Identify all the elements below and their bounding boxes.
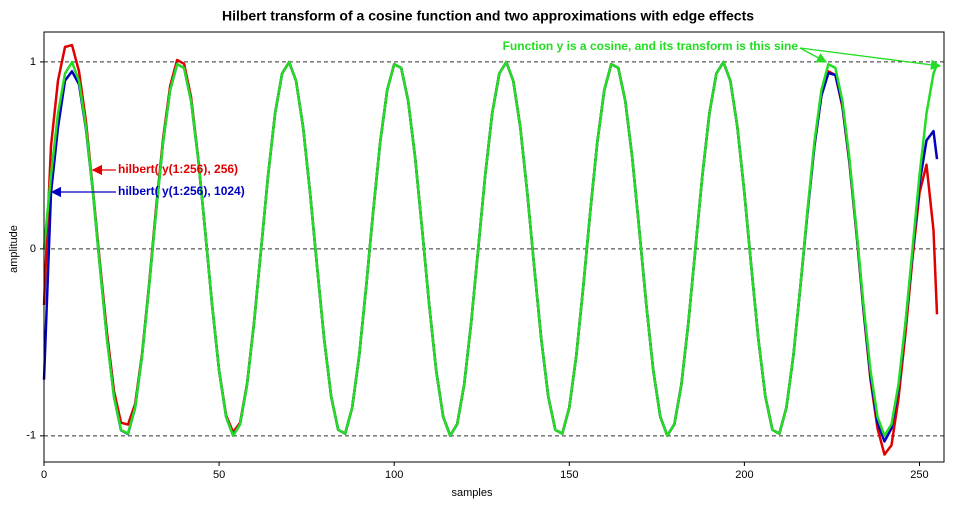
x-axis-label: samples xyxy=(452,487,493,499)
y-tick-label: 0 xyxy=(30,243,36,255)
annotation: hilbert( y(1:256), 1024) xyxy=(118,184,245,198)
x-tick-label: 100 xyxy=(385,469,403,481)
chart-title: Hilbert transform of a cosine function a… xyxy=(222,8,754,24)
x-tick-label: 50 xyxy=(213,469,225,481)
x-tick-label: 250 xyxy=(910,469,928,481)
plot-frame xyxy=(43,31,945,463)
annotation: hilbert( y(1:256), 256) xyxy=(118,162,238,176)
y-tick-label: -1 xyxy=(26,430,36,442)
y-axis-label: amplitude xyxy=(8,225,20,273)
x-tick-label: 150 xyxy=(560,469,578,481)
annotation-arrow xyxy=(799,47,942,70)
x-tick-label: 200 xyxy=(735,469,753,481)
x-tick-label: 0 xyxy=(41,469,47,481)
annotation: Function y is a cosine, and its transfor… xyxy=(503,39,799,53)
annotation-arrow xyxy=(799,47,828,63)
y-tick-label: 1 xyxy=(30,56,36,68)
series-line xyxy=(42,60,939,437)
